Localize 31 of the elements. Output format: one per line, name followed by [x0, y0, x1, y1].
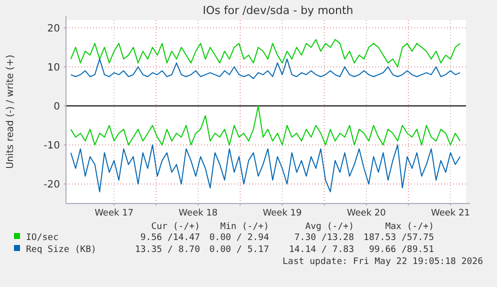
text: 0.00 / 2.94: [209, 233, 269, 243]
y-tick-label: 20: [47, 23, 60, 34]
text: Max (-/+): [385, 222, 434, 232]
text: Last update: Fri May 22 19:05:18 2026: [282, 257, 483, 267]
x-tick-label: Week 21: [430, 208, 470, 218]
y-axis-title: Units read (-) / write (+): [5, 54, 16, 169]
y-tick-label: 10: [47, 62, 60, 74]
line-series: [70, 105, 461, 146]
x-tick-label: Week 17: [94, 208, 134, 218]
line-series: [70, 39, 461, 68]
text: Cur (-/+): [151, 222, 200, 232]
x-tick-label: Week 20: [346, 208, 386, 218]
legend-label: IO/sec: [26, 233, 59, 243]
text: 7.30 /13.28: [294, 233, 354, 243]
chart-title: IOs for /dev/sda - by month: [202, 4, 354, 17]
y-tick-label: -10: [44, 140, 60, 152]
y-tick-label: 0: [54, 101, 60, 112]
text: 0.00 / 5.17: [209, 245, 269, 255]
text: 14.14 / 7.83: [288, 245, 354, 255]
x-tick-label: Week 18: [178, 208, 218, 218]
text: 13.35 / 8.70: [134, 245, 200, 255]
line-series: [70, 144, 461, 192]
text: 99.66 /89.51: [368, 245, 434, 255]
text: Min (-/+): [220, 222, 269, 232]
text: 187.53 /57.75: [364, 233, 434, 243]
x-tick-label: Week 19: [262, 208, 302, 218]
text: Avg (-/+): [305, 222, 354, 232]
line-series: [70, 58, 461, 80]
text: 9.56 /14.47: [140, 233, 200, 243]
legend-label: Req Size (KB): [26, 245, 96, 255]
y-tick-label: -20: [44, 179, 60, 190]
